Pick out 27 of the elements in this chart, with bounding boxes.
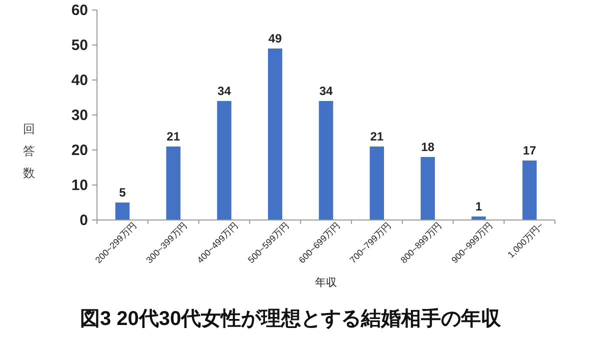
data-label: 21 [370,130,384,144]
y-tick-label: 10 [71,177,88,194]
bar [268,48,282,220]
data-label: 5 [119,186,126,200]
bar [115,202,130,220]
bar [522,160,537,220]
y-tick-label: 20 [71,142,88,159]
y-tick-label: 0 [80,212,88,229]
bar [318,101,334,220]
y-tick-label: 40 [71,72,88,89]
data-label: 34 [319,84,333,98]
data-label: 18 [421,140,435,154]
y-tick-label: 50 [71,37,88,54]
data-label: 17 [522,144,537,158]
text: 図3 20代30代女性が理想とする結婚相手の年収 [80,307,502,330]
data-label: 21 [166,130,180,144]
data-label: 34 [218,84,232,98]
bar [217,101,232,220]
bar [420,157,435,220]
y-tick-label: 60 [71,2,88,19]
data-label: 49 [268,32,282,46]
y-tick-label: 30 [71,107,88,124]
data-label: 1 [475,200,482,214]
bar [166,146,180,220]
y-axis-title: 回答数 [23,122,35,180]
x-axis-title: 年収 [315,276,337,289]
bar [370,146,384,220]
